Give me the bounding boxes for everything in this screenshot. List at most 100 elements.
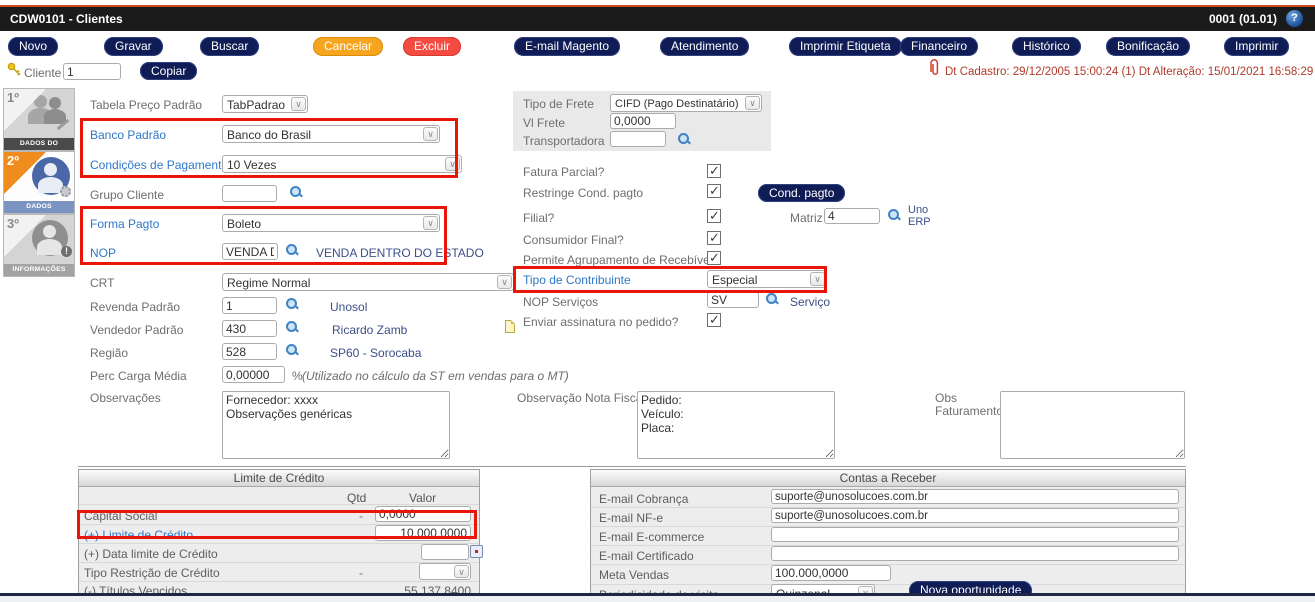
tipo-restricao-label: Tipo Restrição de Crédito: [84, 566, 220, 580]
filial-label: Filial?: [523, 211, 555, 225]
banco-padrao-select[interactable]: Banco do Brasil ∨: [222, 125, 440, 143]
assinatura-checkbox[interactable]: [707, 312, 721, 328]
regiao-input[interactable]: [222, 343, 277, 360]
revenda-padrao-label: Revenda Padrão: [90, 300, 181, 314]
note-doc-icon[interactable]: [505, 320, 515, 333]
condicoes-pagamento-label[interactable]: Condições de Pagamento: [90, 158, 229, 172]
regiao-search-icon[interactable]: [286, 344, 299, 357]
nop-label[interactable]: NOP: [90, 246, 117, 260]
data-limite-input[interactable]: [421, 544, 469, 560]
perc-carga-label: Perc Carga Média: [90, 369, 187, 383]
nop-servicos-input[interactable]: [707, 292, 759, 308]
limite-credito-label[interactable]: (+) Limite de Crédito: [84, 528, 194, 542]
tab-informacoes[interactable]: 3º ! INFORMAÇÕES: [3, 214, 75, 277]
cliente-input[interactable]: [63, 63, 121, 80]
paperclip-icon[interactable]: [929, 59, 941, 76]
financeiro-button[interactable]: Financeiro: [900, 37, 979, 56]
tipo-frete-select[interactable]: CIFD (Pago Destinatário) ∨: [610, 94, 762, 112]
email-certificado-input[interactable]: [771, 546, 1179, 561]
transportadora-search-icon[interactable]: [678, 133, 691, 146]
novo-button[interactable]: Novo: [8, 37, 59, 56]
transportadora-input[interactable]: [610, 131, 666, 147]
perc-carga-input[interactable]: [222, 366, 285, 383]
nop-input[interactable]: [222, 243, 278, 260]
filial-checkbox[interactable]: [707, 208, 721, 224]
matriz-search-icon[interactable]: [888, 209, 901, 222]
tipo-restricao-select[interactable]: ∨: [419, 563, 471, 580]
meta-vendas-input[interactable]: [771, 565, 891, 581]
tab-dados-do-cliente[interactable]: 1º DADOS DO CLIENTE: [3, 88, 75, 151]
obs-faturamento-label-line2: Faturamento: [935, 404, 1004, 418]
regiao-label: Região: [90, 346, 129, 360]
copiar-button[interactable]: Copiar: [140, 62, 198, 80]
grupo-cliente-input[interactable]: [222, 185, 277, 202]
restringe-cond-checkbox[interactable]: [707, 183, 721, 199]
email-magento-button[interactable]: E-mail Magento: [514, 37, 621, 56]
vendedor-description: Ricardo Zamb: [332, 323, 408, 337]
calendar-icon[interactable]: [470, 545, 483, 558]
condicoes-pagamento-select[interactable]: 10 Vezes ∨: [222, 155, 462, 173]
tabela-preco-select[interactable]: TabPadrao ∨: [222, 95, 308, 113]
capital-social-input[interactable]: [375, 506, 471, 522]
tipo-contribuinte-select[interactable]: Especial ∨: [707, 270, 827, 288]
email-cobranca-input[interactable]: [771, 489, 1179, 504]
cliente-label: Cliente: [24, 66, 62, 80]
limite-credito-input[interactable]: [375, 525, 471, 541]
vendedor-padrao-input[interactable]: [222, 320, 277, 337]
crt-select[interactable]: Regime Normal ∨: [222, 273, 514, 291]
chevron-down-icon[interactable]: ∨: [810, 272, 825, 286]
limite-credito-title: Limite de Crédito: [79, 470, 479, 487]
forma-pagto-label[interactable]: Forma Pagto: [90, 217, 160, 231]
obs-faturamento-textarea[interactable]: [1000, 391, 1185, 459]
chevron-down-icon[interactable]: ∨: [497, 275, 512, 289]
capital-social-label: Capital Social: [84, 509, 158, 523]
email-ecommerce-input[interactable]: [771, 527, 1179, 542]
chevron-down-icon[interactable]: ∨: [745, 96, 760, 110]
assinatura-label: Enviar assinatura no pedido?: [523, 315, 679, 329]
chevron-down-icon[interactable]: ∨: [291, 97, 306, 111]
buscar-button[interactable]: Buscar: [200, 37, 260, 56]
revenda-search-icon[interactable]: [286, 298, 299, 311]
atendimento-button[interactable]: Atendimento: [660, 37, 750, 56]
agrupamento-checkbox[interactable]: [707, 250, 721, 266]
chevron-down-icon[interactable]: ∨: [423, 216, 438, 230]
historico-button[interactable]: Histórico: [1012, 37, 1081, 56]
chevron-down-icon[interactable]: ∨: [454, 565, 469, 578]
tipo-restricao-qtd: -: [359, 566, 363, 580]
obs-nf-label: Observação Nota Fiscal: [517, 391, 646, 405]
forma-pagto-select[interactable]: Boleto ∨: [222, 214, 440, 232]
excluir-button[interactable]: Excluir: [403, 37, 462, 56]
page-title: CDW0101 - Clientes: [10, 12, 123, 26]
grupo-cliente-search-icon[interactable]: [290, 186, 303, 199]
consumidor-final-checkbox[interactable]: [707, 230, 721, 246]
imprimir-etiqueta-button[interactable]: Imprimir Etiqueta: [789, 37, 902, 56]
tab2-label: DADOS COMERCIAIS: [4, 201, 74, 213]
obs-nf-textarea[interactable]: Pedido: Veículo: Placa:: [637, 391, 835, 459]
chevron-down-icon[interactable]: ∨: [423, 127, 438, 141]
chevron-down-icon[interactable]: ∨: [445, 157, 460, 171]
nop-servicos-search-icon[interactable]: [766, 293, 779, 306]
tab3-corner: [4, 215, 46, 257]
tab-dados-comerciais[interactable]: 2º DADOS COMERCIAIS: [3, 151, 75, 214]
nop-search-icon[interactable]: [286, 244, 299, 257]
title-bar: CDW0101 - Clientes 0001 (01.01) ?: [0, 7, 1315, 31]
matriz-input[interactable]: [824, 208, 880, 224]
fatura-parcial-label: Fatura Parcial?: [523, 165, 605, 179]
bonificacao-button[interactable]: Bonificação: [1106, 37, 1191, 56]
banco-padrao-label[interactable]: Banco Padrão: [90, 128, 167, 142]
email-nfe-label: E-mail NF-e: [599, 511, 664, 525]
observacoes-textarea[interactable]: Fornecedor: xxxx Observações genéricas: [222, 391, 450, 459]
imprimir-button[interactable]: Imprimir: [1224, 37, 1290, 56]
vendedor-search-icon[interactable]: [286, 321, 299, 334]
tipo-contribuinte-label[interactable]: Tipo de Contribuinte: [523, 273, 631, 287]
fatura-parcial-checkbox[interactable]: [707, 163, 721, 179]
help-icon[interactable]: ?: [1286, 10, 1303, 27]
revenda-padrao-input[interactable]: [222, 297, 277, 314]
gravar-button[interactable]: Gravar: [104, 37, 163, 56]
tab1-number: 1º: [7, 90, 19, 105]
cancelar-button[interactable]: Cancelar: [313, 37, 384, 56]
vl-frete-input[interactable]: [610, 113, 676, 129]
crt-label: CRT: [90, 276, 115, 290]
cond-pagto-button[interactable]: Cond. pagto: [758, 184, 846, 202]
email-nfe-input[interactable]: [771, 508, 1179, 523]
